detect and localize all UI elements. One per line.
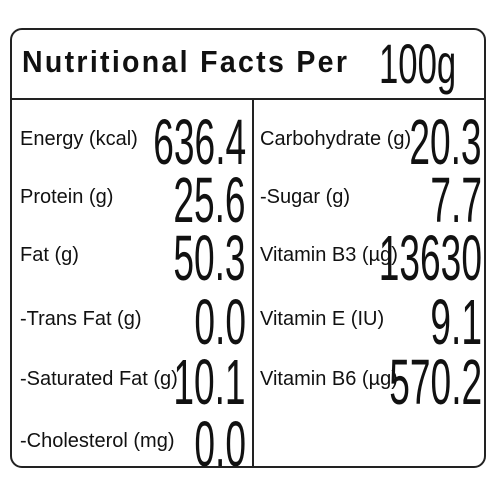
nutrient-name: Energy (kcal) <box>20 128 138 150</box>
nutrient-value: 25.6 <box>173 164 246 236</box>
nutrient-row: Vitamin E (IU) 9.1 <box>0 290 500 354</box>
nutrient-row: -Sugar (g) 7.7 <box>0 168 500 232</box>
nutrient-row: -Saturated Fat (g) 10.1 <box>0 350 500 414</box>
nutrient-name: Protein (g) <box>20 186 114 208</box>
nutrient-value: 636.4 <box>153 106 246 178</box>
nutrient-value: 9.1 <box>430 286 482 358</box>
nutrient-value: 20.3 <box>409 106 482 178</box>
nutrient-value: 13630 <box>378 222 482 294</box>
nutrient-name: Vitamin E (IU) <box>260 308 385 330</box>
nutrient-value: 50.3 <box>173 222 246 294</box>
column-divider <box>252 99 254 468</box>
nutrient-name: Carbohydrate (g) <box>260 128 412 150</box>
label-frame <box>10 28 486 468</box>
nutrient-row: Protein (g) 25.6 <box>0 168 500 232</box>
nutrient-name: -Saturated Fat (g) <box>20 368 178 390</box>
nutrient-name: Vitamin B6 (µg) <box>260 368 398 390</box>
nutrient-name: -Trans Fat (g) <box>20 308 142 330</box>
nutrient-row: Energy (kcal) 636.4 <box>0 110 500 174</box>
nutrient-value: 7.7 <box>430 164 482 236</box>
header-divider <box>10 98 486 100</box>
nutrient-value: 570.2 <box>389 346 482 418</box>
nutrient-name: -Sugar (g) <box>260 186 351 208</box>
nutrient-row: Vitamin B6 (µg) 570.2 <box>0 350 500 414</box>
nutrient-value: 10.1 <box>173 346 246 418</box>
nutrient-row: -Trans Fat (g) 0.0 <box>0 290 500 354</box>
nutrient-row: -Cholesterol (mg) 0.0 <box>0 412 500 476</box>
nutrient-name: -Cholesterol (mg) <box>20 430 175 452</box>
nutrient-row: Carbohydrate (g) 20.3 <box>0 110 500 174</box>
nutrient-row: Fat (g) 50.3 <box>0 226 500 290</box>
nutrient-name: Fat (g) <box>20 244 79 266</box>
nutrient-row: Vitamin B3 (µg) 13630 <box>0 226 500 290</box>
nutrient-name: Vitamin B3 (µg) <box>260 244 398 266</box>
nutrient-value: 0.0 <box>194 286 246 358</box>
nutrient-value: 0.0 <box>194 408 246 480</box>
header-title: Nutritional Facts Per <box>22 44 350 79</box>
header-unit: 100g <box>379 32 457 95</box>
